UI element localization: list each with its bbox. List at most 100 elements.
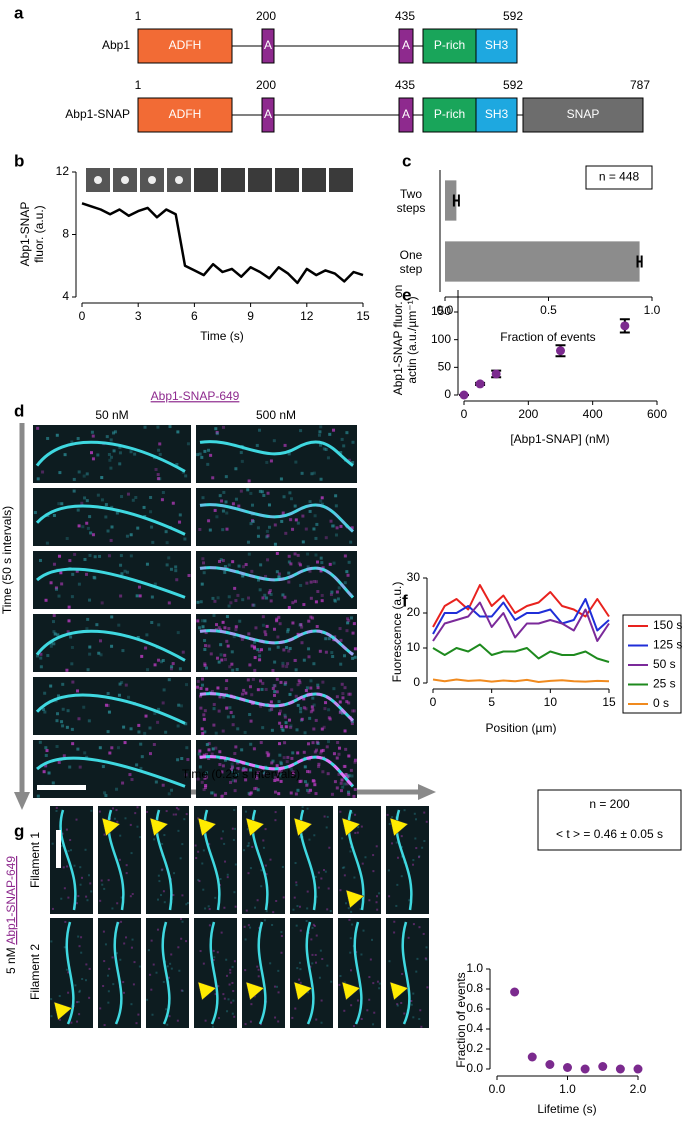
noise [300, 471, 304, 475]
noise [258, 588, 262, 592]
noise [213, 599, 217, 603]
residue-number: 592 [503, 9, 523, 23]
noise [264, 864, 267, 867]
noise [292, 908, 295, 911]
noise [83, 557, 87, 561]
noise [219, 878, 222, 881]
residue-number: 787 [630, 78, 650, 92]
noise [222, 695, 226, 699]
noise [256, 788, 260, 792]
noise [156, 720, 160, 724]
noise [353, 787, 357, 791]
noise [195, 857, 198, 860]
noise [364, 856, 367, 859]
noise [227, 604, 231, 608]
noise [200, 619, 204, 623]
noise [121, 781, 125, 785]
noise [350, 722, 354, 726]
noise [41, 707, 45, 711]
noise [280, 519, 284, 523]
noise [415, 970, 418, 973]
noise [162, 890, 165, 893]
noise [249, 522, 253, 526]
noise [288, 718, 292, 722]
noise [324, 637, 328, 641]
filament [35, 629, 186, 662]
noise [270, 707, 274, 711]
noise [215, 515, 219, 519]
noise [199, 694, 203, 698]
noise [130, 946, 133, 949]
x-tick-label: 0.0 [489, 1082, 506, 1096]
noise [36, 794, 40, 798]
noise [281, 865, 284, 868]
noise [175, 806, 178, 809]
noise [133, 961, 136, 964]
micrograph [33, 614, 191, 672]
noise [160, 869, 163, 872]
noise [138, 965, 141, 968]
noise [347, 774, 351, 778]
noise [376, 908, 379, 911]
noise [276, 645, 280, 649]
noise [73, 864, 76, 867]
noise [225, 615, 229, 619]
noise [115, 809, 118, 812]
noise [81, 977, 84, 980]
noise [222, 993, 225, 996]
noise [290, 688, 294, 692]
noise [332, 687, 336, 691]
noise [277, 1020, 280, 1023]
noise [38, 558, 42, 562]
noise [91, 533, 95, 537]
noise [186, 902, 189, 905]
noise [301, 540, 305, 544]
noise [51, 781, 55, 785]
noise [67, 605, 71, 609]
noise [271, 668, 275, 672]
noise [270, 728, 274, 732]
noise [119, 563, 123, 567]
noise [310, 472, 314, 476]
noise [267, 503, 271, 507]
noise [129, 533, 133, 537]
noise [329, 519, 333, 523]
noise [282, 648, 286, 652]
row-label: Filament 1 [28, 832, 42, 888]
noise [346, 790, 350, 794]
noise [53, 632, 57, 636]
noise [128, 773, 132, 777]
time-arrow-head [14, 792, 30, 810]
noise [314, 536, 318, 540]
noise [293, 658, 297, 662]
noise [298, 961, 301, 964]
noise [423, 840, 426, 843]
noise [196, 685, 200, 689]
noise [120, 572, 124, 576]
noise [277, 769, 281, 773]
noise [107, 990, 110, 993]
noise [345, 902, 348, 905]
noise [302, 603, 306, 607]
noise [185, 813, 188, 816]
noise [252, 603, 256, 607]
noise [332, 752, 336, 756]
noise [281, 664, 285, 668]
noise [214, 731, 218, 735]
noise [79, 866, 82, 869]
noise [217, 660, 221, 664]
noise [324, 536, 328, 540]
noise [345, 431, 349, 435]
noise [46, 436, 50, 440]
noise [306, 890, 309, 893]
noise [233, 1015, 236, 1018]
noise [279, 769, 283, 773]
noise [221, 559, 225, 563]
noise [101, 883, 104, 886]
noise [396, 883, 399, 886]
noise [220, 931, 223, 934]
noise [298, 623, 302, 627]
y-tick-label: 0.6 [466, 1001, 483, 1015]
noise [181, 894, 184, 897]
noise [39, 665, 43, 669]
